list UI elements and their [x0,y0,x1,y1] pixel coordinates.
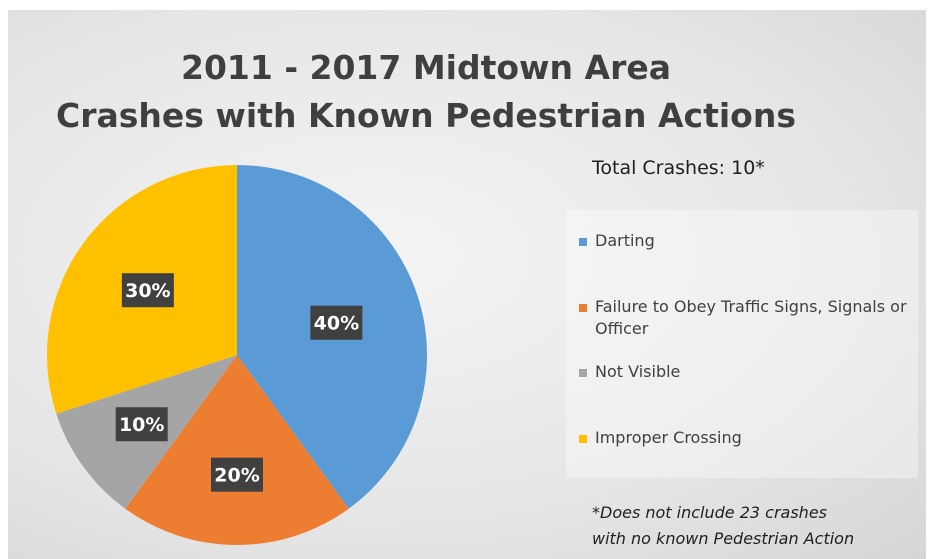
legend-item-darting: Darting [579,230,914,252]
legend-label-darting: Darting [595,231,655,250]
legend-swatch-darting [579,238,587,246]
legend-item-not-visible: Not Visible [579,361,914,383]
data-label-not-visible: 10% [115,407,168,442]
legend-swatch-improper-crossing [579,435,587,443]
footnote-line-1: *Does not include 23 crashes [592,503,827,522]
data-label-box-darting [310,305,363,340]
data-label-improper-crossing: 30% [121,273,174,308]
chart-title-line-1: 2011 - 2017 Midtown Area [180,48,671,87]
data-label-text-improper-crossing: 30% [125,280,170,302]
legend-total-crashes: Total Crashes: 10* [592,157,765,179]
data-label-text-darting: 40% [314,313,359,335]
legend-label-improper-crossing: Improper Crossing [595,428,742,447]
legend-label-not-visible: Not Visible [595,362,681,381]
legend-swatch-not-visible [579,369,587,377]
data-label-darting: 40% [310,305,363,340]
data-label-text-not-visible: 10% [119,414,164,436]
legend-panel [566,210,918,478]
footnote: *Does not include 23 crashes with no kno… [592,500,854,552]
data-label-text-failure-to-obey: 20% [214,465,259,487]
chart-title-line-2: Crashes with Known Pedestrian Actions [56,96,796,135]
data-label-box-improper-crossing [121,273,174,308]
legend-item-improper-crossing: Improper Crossing [579,427,914,449]
legend-label-failure-to-obey: Failure to Obey Traffic Signs, Signals o… [595,297,907,338]
pie-slice-failure-to-obey [125,355,349,546]
footnote-line-2: with no known Pedestrian Action [592,529,855,548]
legend-item-failure-to-obey: Failure to Obey Traffic Signs, Signals o… [579,296,914,340]
legend-swatch-failure-to-obey [579,304,587,312]
data-label-box-failure-to-obey [211,457,263,492]
chart-title: 2011 - 2017 Midtown Area Crashes with Kn… [8,44,844,140]
data-label-failure-to-obey: 20% [211,457,263,492]
data-label-box-not-visible [115,407,168,442]
